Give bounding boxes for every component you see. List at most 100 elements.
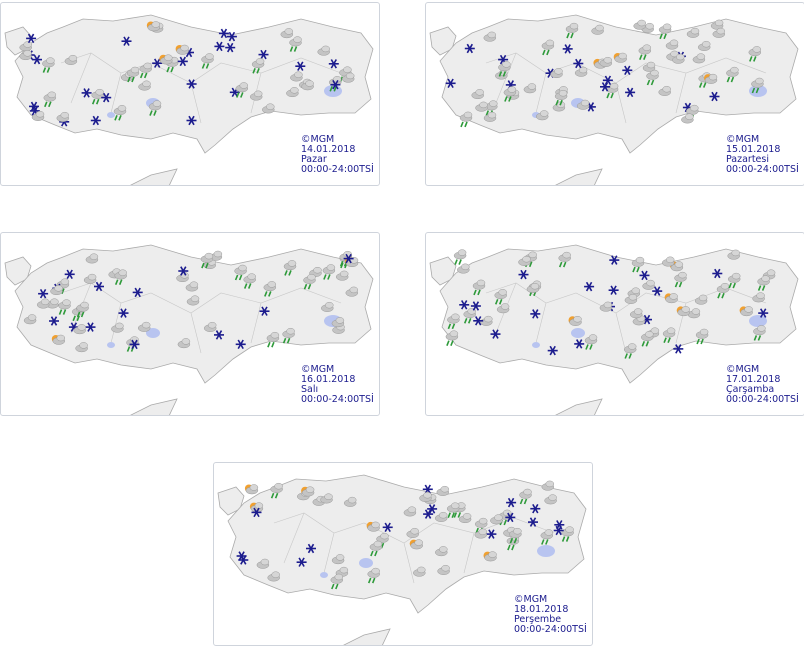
rain-icon — [149, 110, 153, 116]
weather-icon — [669, 261, 684, 272]
map — [4, 14, 374, 185]
cloud-icon — [450, 502, 460, 509]
snow-icon — [475, 316, 482, 326]
rain-icon — [545, 539, 549, 545]
weather-icon — [697, 40, 711, 51]
cloud-icon — [321, 45, 330, 53]
map-caption: ©MGM 16.01.2018 Salı 00:00-24:00TSİ — [301, 365, 374, 405]
weather-icon — [672, 53, 685, 64]
weather-icon — [673, 344, 684, 354]
cloud-icon — [417, 566, 426, 574]
weather-icon — [306, 543, 316, 554]
weather-icon — [366, 521, 380, 532]
rain-icon — [559, 99, 563, 106]
rain-icon — [264, 291, 268, 297]
rain-icon — [114, 115, 118, 121]
cloud-icon — [451, 313, 460, 321]
weather-icon — [625, 87, 636, 98]
cloud-icon — [270, 331, 280, 339]
weather-icon — [139, 62, 152, 79]
weather-icon — [664, 293, 678, 304]
rain-icon — [698, 82, 703, 88]
weather-icon — [186, 115, 197, 126]
weather-icon — [561, 526, 574, 542]
cloud-icon — [494, 514, 503, 521]
weather-icon — [486, 529, 497, 539]
map — [429, 14, 799, 185]
snow-icon — [154, 58, 161, 68]
weather-icon — [694, 294, 708, 305]
cloud-icon — [573, 315, 582, 323]
caption-copyright: ©MGM — [514, 594, 548, 605]
rain-icon — [286, 337, 291, 344]
rain-icon — [270, 492, 275, 499]
weather-icon — [81, 88, 92, 98]
rain-icon — [114, 279, 119, 285]
cloud-icon — [681, 306, 690, 313]
weather-icon — [90, 115, 101, 126]
cloud-icon — [87, 273, 97, 281]
weather-icon — [544, 494, 557, 505]
cloud-icon — [339, 566, 349, 574]
rain-icon — [329, 86, 333, 92]
cloud-icon — [305, 486, 315, 493]
weather-icon — [234, 264, 247, 281]
weather-icon — [459, 111, 473, 128]
rain-icon — [753, 335, 758, 341]
cloud-icon — [239, 82, 249, 89]
cloud-icon — [287, 260, 297, 267]
snow-icon — [711, 91, 718, 102]
cloud-icon — [646, 279, 655, 287]
weather-icon — [662, 327, 676, 343]
snow-icon — [66, 269, 73, 280]
weather-icon — [457, 263, 470, 274]
cloud-icon — [642, 44, 652, 51]
caption-date: 15.01.2018 — [726, 144, 781, 155]
rain-icon — [542, 49, 546, 56]
weather-icon — [751, 77, 764, 94]
cloud-icon — [578, 66, 588, 74]
weather-icon — [622, 65, 633, 76]
snow-icon — [624, 65, 631, 76]
caption-time: 00:00-24:00TSİ — [726, 164, 799, 175]
cloud-icon — [744, 306, 753, 313]
cloud-icon — [324, 493, 333, 500]
rain-icon — [327, 274, 331, 280]
cloud-icon — [662, 23, 672, 31]
cloud-icon — [562, 251, 571, 259]
caption-date: 16.01.2018 — [301, 374, 356, 385]
rain-icon — [289, 46, 294, 52]
weather-icon — [251, 58, 265, 74]
cloud-icon — [130, 66, 140, 74]
cloud-icon — [267, 281, 277, 288]
rain-icon — [335, 583, 339, 590]
cloud-icon — [645, 22, 654, 30]
weather-icon — [83, 273, 97, 284]
cloud-icon — [204, 252, 214, 260]
rain-icon — [446, 340, 450, 346]
cloud-icon — [438, 511, 448, 519]
weather-icon — [474, 517, 488, 534]
snow-icon — [185, 47, 193, 58]
weather-icon — [608, 285, 619, 295]
weather-icon — [726, 66, 739, 83]
rain-icon — [674, 281, 679, 288]
weather-icon — [631, 256, 645, 273]
cloud-icon — [260, 558, 270, 566]
weather-icon — [550, 68, 563, 79]
rain-icon — [755, 87, 760, 94]
weather-icon — [480, 315, 493, 326]
rain-icon — [555, 99, 559, 106]
weather-icon — [266, 331, 280, 348]
rain-icon — [457, 512, 462, 518]
weather-icon — [413, 566, 426, 577]
snow-icon — [39, 288, 47, 299]
snow-icon — [532, 309, 539, 319]
rain-icon — [323, 274, 327, 280]
rain-icon — [458, 259, 462, 265]
cloud-icon — [554, 68, 563, 75]
caption-day: Pazar — [301, 154, 327, 165]
weather-icon — [709, 91, 720, 102]
weather-icon — [244, 484, 259, 495]
weather-icon — [541, 39, 555, 56]
